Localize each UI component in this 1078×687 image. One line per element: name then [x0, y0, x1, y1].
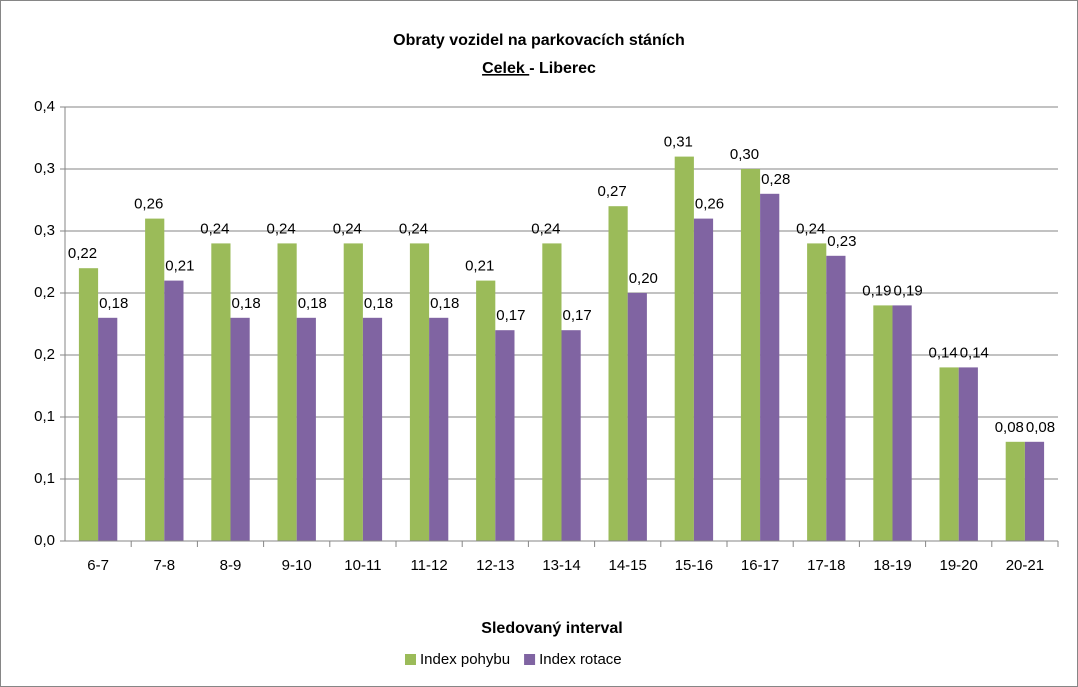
data-label: 0,27	[597, 183, 626, 200]
legend-label: Index pohybu	[420, 651, 510, 668]
chart-title: Obraty vozidel na parkovacích stáních	[393, 32, 685, 49]
bar	[230, 317, 250, 541]
bar	[760, 193, 780, 542]
data-label: 0,24	[399, 220, 428, 237]
data-label: 0,23	[827, 233, 856, 250]
x-tick-label: 15-16	[675, 557, 713, 574]
data-label: 0,17	[496, 307, 525, 324]
x-tick-label: 16-17	[741, 557, 779, 574]
bar	[343, 243, 363, 541]
legend-swatch	[524, 654, 536, 665]
bar	[627, 293, 647, 541]
bar	[740, 169, 761, 541]
data-label: 0,18	[99, 295, 128, 312]
bar	[561, 330, 581, 541]
x-tick-label: 12-13	[476, 557, 514, 574]
x-tick-label: 20-21	[1006, 557, 1044, 574]
data-label: 0,18	[231, 295, 260, 312]
subtitle-part: - Liberec	[529, 60, 596, 77]
y-tick-label: 0,4	[34, 98, 55, 115]
x-axis-title: Sledovaný interval	[481, 620, 622, 637]
data-label: 0,18	[430, 295, 459, 312]
bar	[608, 206, 628, 541]
data-label: 0,18	[298, 295, 327, 312]
bar	[409, 243, 430, 541]
bar	[958, 367, 978, 541]
x-tick-label: 11-12	[410, 557, 447, 574]
bar	[495, 330, 515, 541]
bar	[693, 218, 714, 541]
data-label: 0,24	[266, 220, 295, 237]
data-label: 0,19	[893, 282, 922, 299]
data-label: 0,31	[664, 134, 693, 151]
legend-label: Index rotace	[539, 651, 622, 668]
data-label: 0,26	[134, 196, 163, 213]
data-label: 0,21	[465, 258, 494, 275]
y-tick-label: 0,0	[34, 532, 55, 549]
bar	[211, 243, 231, 541]
x-tick-label: 6-7	[87, 557, 109, 574]
y-tick-label: 0,2	[34, 284, 55, 301]
legend-swatch	[405, 654, 416, 665]
data-label: 0,24	[796, 220, 825, 237]
bar	[362, 317, 383, 541]
y-tick-label: 0,1	[34, 408, 55, 425]
x-tick-label: 8-9	[220, 557, 242, 574]
x-tick-label: 14-15	[609, 557, 647, 574]
data-label: 0,21	[165, 258, 194, 275]
data-label: 0,17	[562, 307, 591, 324]
x-tick-label: 18-19	[873, 557, 911, 574]
x-tick-label: 17-18	[807, 557, 845, 574]
bar	[429, 317, 449, 541]
data-label: 0,28	[761, 171, 790, 188]
bar	[277, 243, 297, 541]
data-label: 0,18	[364, 295, 393, 312]
x-tick-label: 10-11	[344, 557, 381, 574]
data-label: 0,30	[730, 146, 759, 163]
bar	[873, 305, 893, 541]
data-label: 0,26	[695, 196, 724, 213]
bar	[892, 305, 912, 541]
data-label: 0,24	[333, 220, 362, 237]
x-tick-label: 7-8	[153, 557, 175, 574]
bar	[939, 367, 959, 541]
data-label: 0,22	[68, 245, 97, 262]
bar	[807, 243, 827, 541]
data-label: 0,08	[1026, 419, 1055, 436]
x-tick-label: 9-10	[282, 557, 312, 574]
bar	[1024, 441, 1045, 541]
bar	[674, 156, 694, 541]
bar	[78, 268, 99, 541]
bar	[542, 243, 562, 541]
bar	[296, 317, 316, 541]
data-label: 0,20	[629, 270, 658, 287]
bar	[164, 280, 184, 541]
data-label: 0,19	[862, 282, 891, 299]
bar	[476, 280, 496, 541]
y-tick-label: 0,3	[34, 222, 55, 239]
y-tick-label: 0,3	[34, 160, 55, 177]
x-tick-label: 13-14	[542, 557, 580, 574]
data-label: 0,24	[200, 220, 229, 237]
x-tick-label: 19-20	[940, 557, 978, 574]
data-label: 0,08	[995, 419, 1024, 436]
data-label: 0,14	[928, 344, 957, 361]
bar	[98, 317, 118, 541]
y-tick-label: 0,1	[34, 470, 55, 487]
bar	[1005, 441, 1025, 541]
chart-subtitle: Celek - Liberec	[482, 60, 596, 77]
subtitle-part: Celek	[482, 60, 529, 77]
bar	[145, 218, 165, 541]
data-label: 0,14	[960, 344, 989, 361]
y-tick-label: 0,2	[34, 346, 55, 363]
data-label: 0,24	[531, 220, 560, 237]
bar	[826, 255, 846, 542]
